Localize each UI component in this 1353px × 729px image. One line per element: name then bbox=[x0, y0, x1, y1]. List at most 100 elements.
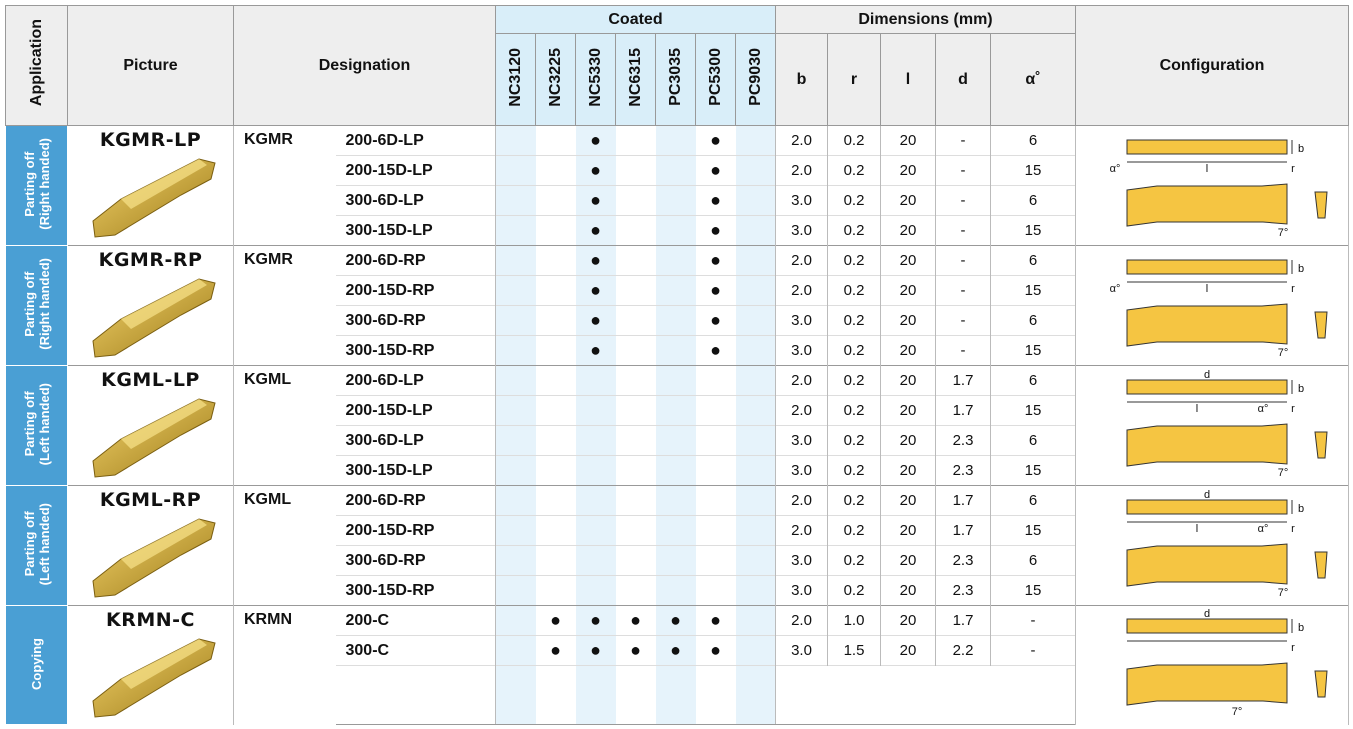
dimension-cell: - bbox=[935, 275, 991, 306]
config-label: 7° bbox=[1278, 587, 1289, 599]
table-row: 200-15D-LP ● ● 2.0 0.2 20-15 bbox=[6, 155, 1349, 186]
grade-cell bbox=[615, 515, 656, 546]
grade-cell bbox=[495, 185, 536, 216]
insert-body bbox=[91, 278, 216, 358]
grade-cell: ● bbox=[575, 305, 616, 336]
dimension-cell: 2.3 bbox=[935, 575, 991, 606]
insert-face bbox=[120, 639, 207, 689]
end-view bbox=[1314, 670, 1328, 698]
grade-cell bbox=[575, 425, 616, 456]
dimension-cell: - bbox=[935, 215, 991, 246]
grade-cell: ● bbox=[695, 605, 736, 636]
stock-mark: ● bbox=[710, 610, 721, 630]
dimension-cell: - bbox=[989, 635, 1077, 666]
designation-code: 300-15D-LP bbox=[335, 455, 496, 486]
dimension-cell: 2.0 bbox=[775, 245, 828, 276]
dimension-cell: 0.2 bbox=[827, 395, 881, 426]
grade-cell: ● bbox=[575, 125, 616, 156]
insert-picture bbox=[91, 398, 216, 478]
stock-mark: ● bbox=[590, 640, 601, 660]
stock-mark: ● bbox=[590, 340, 601, 360]
dimension-cell: 0.2 bbox=[827, 455, 881, 486]
grade-cell bbox=[695, 545, 736, 576]
grade-cell: ● bbox=[695, 275, 736, 306]
dimension-cell: 0.2 bbox=[827, 485, 881, 516]
config-label: b bbox=[1298, 143, 1304, 155]
table-body: Parting off (Right handed) KGMR-LP KGMR 200-… bbox=[5, 125, 1350, 725]
grade-cell: ● bbox=[695, 305, 736, 336]
table-row: 200-15D-RP ● ● 2.0 0.2 20-15 bbox=[6, 275, 1349, 306]
grade-cell bbox=[655, 665, 696, 725]
series-cell: KRMN bbox=[233, 605, 336, 725]
config-label: l bbox=[1196, 403, 1198, 415]
grade-cell bbox=[535, 155, 576, 186]
grade-cell bbox=[615, 125, 656, 156]
dimension-cell: 0.2 bbox=[827, 155, 881, 186]
dimension-cell: - bbox=[935, 305, 991, 336]
stock-mark: ● bbox=[590, 130, 601, 150]
application-cell: Parting off (Right handed) bbox=[5, 245, 68, 366]
grade-cell bbox=[735, 245, 776, 276]
grade-name: NC3225 bbox=[546, 47, 564, 107]
dimension-cell: 15 bbox=[989, 275, 1077, 306]
grade-cell bbox=[735, 635, 776, 666]
dimension-cell: 20 bbox=[880, 425, 936, 456]
grade-cell bbox=[535, 305, 576, 336]
config-label: α° bbox=[1110, 283, 1121, 295]
product-name: KGMR-RP bbox=[98, 249, 203, 271]
grade-cell bbox=[535, 665, 576, 725]
grade-cell: ● bbox=[575, 605, 616, 636]
grade-cell bbox=[735, 275, 776, 306]
designation-code: 200-6D-LP bbox=[335, 125, 496, 156]
dimension-cell: 20 bbox=[880, 215, 936, 246]
grade-cell bbox=[535, 515, 576, 546]
dimension-cell: 2.0 bbox=[775, 155, 828, 186]
dimension-cell: 15 bbox=[989, 215, 1077, 246]
grade-cell: ● bbox=[575, 275, 616, 306]
grade-cell bbox=[535, 275, 576, 306]
header-picture: Picture bbox=[67, 5, 234, 126]
grade-cell bbox=[535, 215, 576, 246]
grade-cell bbox=[615, 365, 656, 396]
dimension-cell: 2.0 bbox=[775, 275, 828, 306]
product-table: Application Picture Designation Coated D… bbox=[5, 5, 1350, 725]
grade-cell: ● bbox=[695, 245, 736, 276]
dimension-cell: 20 bbox=[880, 185, 936, 216]
stock-mark: ● bbox=[630, 610, 641, 630]
designation-code: 200-15D-LP bbox=[335, 155, 496, 186]
grade-cell bbox=[655, 545, 696, 576]
empty-cell bbox=[335, 665, 496, 725]
grade-cell bbox=[735, 365, 776, 396]
dimension-cell: 20 bbox=[880, 245, 936, 276]
grade-cell bbox=[735, 305, 776, 336]
grade-cell: ● bbox=[575, 185, 616, 216]
config-label: d bbox=[1204, 489, 1210, 501]
stock-mark: ● bbox=[710, 250, 721, 270]
grade-cell: ● bbox=[575, 335, 616, 366]
config-label: l bbox=[1206, 163, 1208, 175]
product-name: KGMR-LP bbox=[99, 129, 202, 151]
grade-cell bbox=[695, 365, 736, 396]
application-text: Copying bbox=[29, 638, 44, 690]
header-application: Application bbox=[27, 19, 45, 107]
insert-face bbox=[120, 399, 207, 449]
designation-code: 300-15D-RP bbox=[335, 335, 496, 366]
dimension-cell: 0.2 bbox=[827, 245, 881, 276]
grade-cell bbox=[735, 515, 776, 546]
side-view bbox=[1126, 662, 1288, 706]
dimension-cell: 20 bbox=[880, 155, 936, 186]
dimension-cell: 6 bbox=[989, 125, 1077, 156]
dimension-cell: 6 bbox=[989, 485, 1077, 516]
grade-cell bbox=[495, 425, 536, 456]
grade-cell bbox=[495, 305, 536, 336]
dimension-cell: 1.7 bbox=[935, 485, 991, 516]
dimension-cell: 0.2 bbox=[827, 575, 881, 606]
configuration-cell: b α° l r 7° bbox=[1075, 245, 1350, 366]
header-configuration: Configuration bbox=[1075, 5, 1350, 126]
grade-cell bbox=[735, 395, 776, 426]
application-line: Parting off bbox=[21, 151, 37, 217]
grade-cell bbox=[575, 365, 616, 396]
header-cell: NC6315 bbox=[615, 33, 656, 126]
grade-cell bbox=[695, 575, 736, 606]
dimension-cell: - bbox=[989, 605, 1077, 636]
